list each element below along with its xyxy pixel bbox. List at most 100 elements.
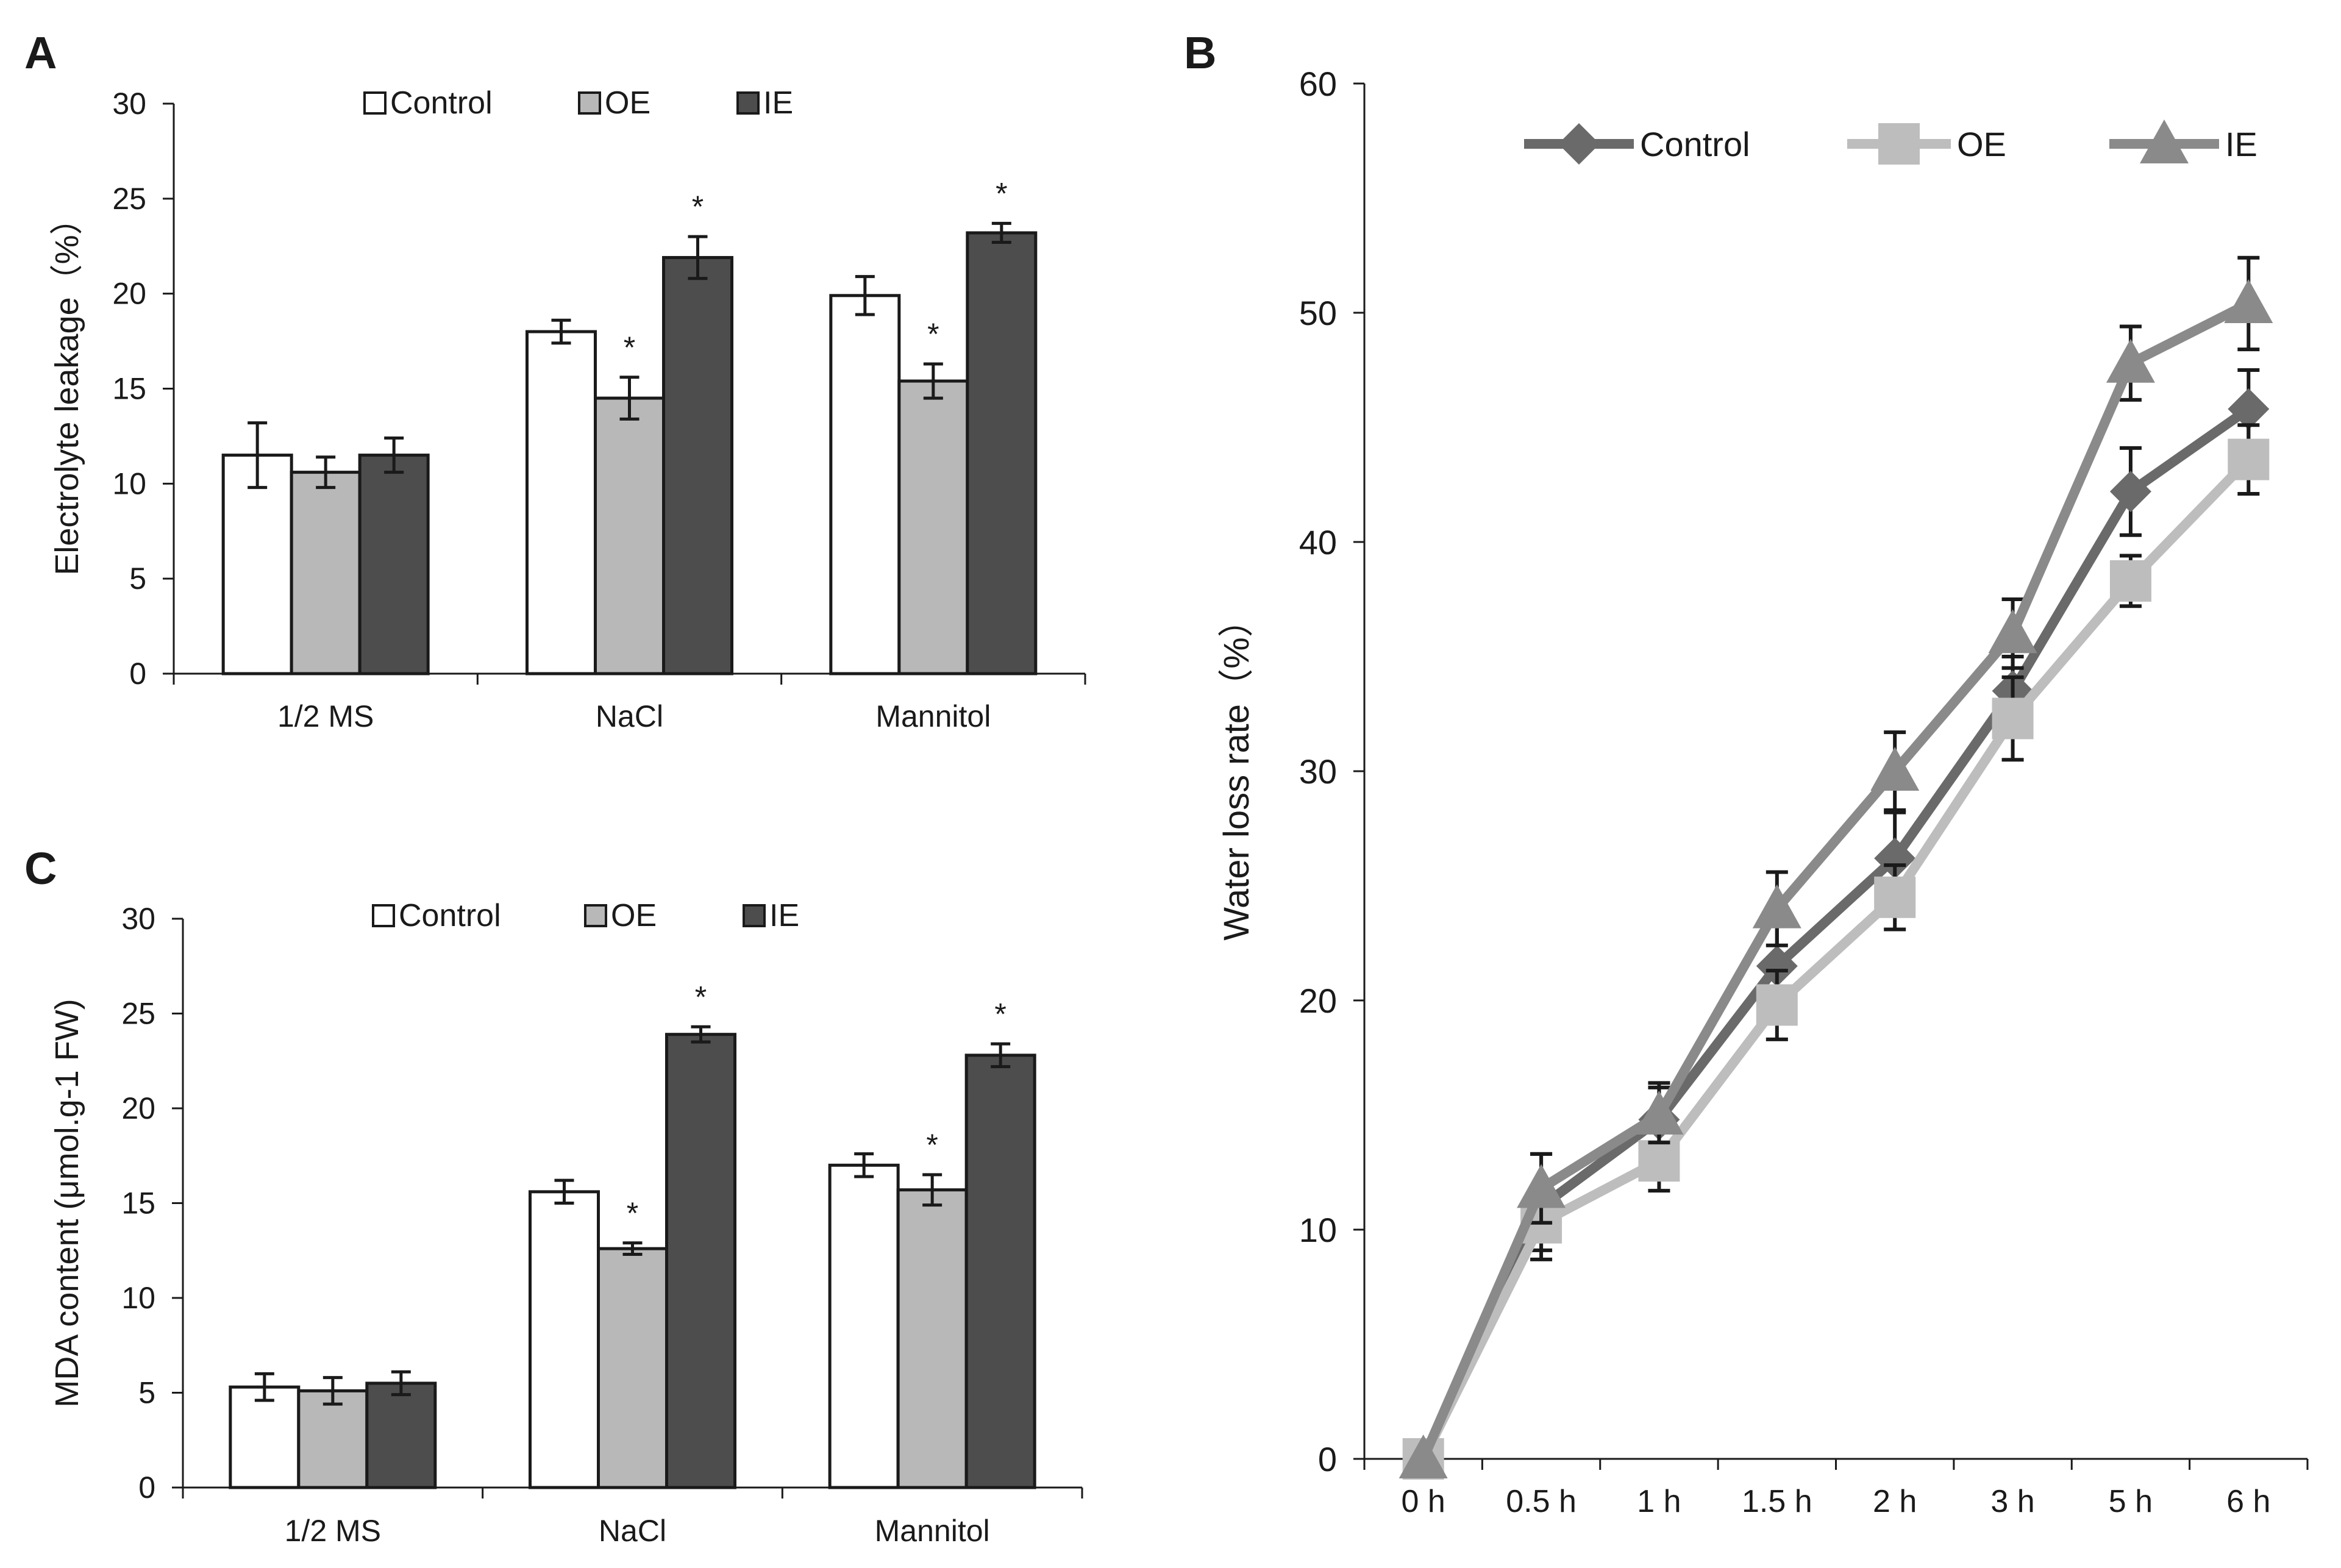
legend-swatch-oe	[578, 91, 601, 115]
panel-label: A	[24, 27, 57, 78]
x-tick-label: 0 h	[1402, 1484, 1445, 1519]
y-tick-label: 20	[112, 277, 146, 311]
bar-oe	[897, 379, 969, 675]
bar-control	[526, 330, 597, 675]
significance-marker: *	[627, 1196, 638, 1230]
y-tick-label: 15	[121, 1186, 155, 1221]
bar-oe	[594, 396, 665, 675]
legend-label-oe: OE	[1957, 125, 2006, 163]
bar-control	[828, 1163, 900, 1489]
bar-control	[229, 1385, 301, 1489]
bar-control	[829, 294, 901, 675]
point-control	[2109, 471, 2151, 513]
legend-swatch-ie	[736, 91, 760, 115]
y-axis-title: Water loss rate（%）	[1217, 602, 1256, 940]
x-tick-label: 2 h	[1873, 1484, 1917, 1519]
point-ie	[1752, 884, 1801, 928]
legend-label-oe: OE	[605, 85, 650, 121]
bar-ie	[358, 454, 430, 675]
x-tick-label: 6 h	[2226, 1484, 2270, 1519]
x-tick-label: 0.5 h	[1506, 1484, 1577, 1519]
y-axis-title: Electrolyte leakage（%）	[49, 202, 85, 575]
panel-b: B 0 10 20 30 40 50 60 Water loss rate（%） 0 h 0.5 h…	[1184, 27, 2309, 1519]
significance-marker: *	[927, 317, 939, 351]
x-tick-label: 5 h	[2109, 1484, 2153, 1519]
y-tick-label: 0	[138, 1470, 155, 1505]
x-tick-label: 1.5 h	[1742, 1484, 1812, 1519]
x-tick-label: 1/2 MS	[285, 1514, 381, 1548]
point-ie	[1988, 609, 2037, 654]
significance-marker: *	[996, 176, 1007, 210]
line-oe	[1419, 456, 2253, 1461]
y-tick-label: 30	[1299, 752, 1337, 791]
legend-label-control: Control	[399, 898, 501, 933]
significance-marker: *	[994, 997, 1006, 1031]
point-oe	[1874, 876, 1916, 918]
legend-label-ie: IE	[769, 898, 799, 933]
legend-label-control: Control	[390, 85, 493, 121]
point-oe	[2228, 438, 2270, 480]
y-axis-title: MDA content (μmol.g-1 FW)	[49, 999, 85, 1407]
legend-swatch-control	[363, 91, 387, 115]
bar-ie	[964, 1053, 1036, 1489]
point-ie	[1517, 1164, 1566, 1208]
bar-oe	[597, 1247, 668, 1489]
line-control	[1419, 405, 2251, 1461]
bar-control	[529, 1190, 600, 1489]
point-control	[1756, 945, 1798, 987]
x-tick-label: NaCl	[599, 1514, 666, 1548]
significance-marker: *	[926, 1128, 938, 1162]
bar-ie	[665, 1033, 736, 1489]
point-ie	[1399, 1434, 1448, 1478]
point-ie	[2106, 338, 2155, 383]
bar-oe	[290, 471, 362, 675]
y-tick-label: 0	[129, 657, 146, 691]
x-tick-label: Mannitol	[875, 1514, 990, 1548]
x-tick-label: 3 h	[1990, 1484, 2034, 1519]
y-tick-label: 10	[121, 1281, 155, 1315]
legend-swatch-oe	[584, 904, 607, 927]
point-ie	[1870, 747, 1920, 791]
x-tick-label: Mannitol	[875, 699, 991, 733]
legend-label-ie: IE	[763, 85, 793, 121]
y-tick-label: 15	[112, 372, 146, 406]
legend-marker-control	[1558, 123, 1600, 165]
series-ie	[1399, 255, 2273, 1478]
legend-swatch-control	[372, 904, 395, 927]
y-tick-label: 20	[121, 1091, 155, 1125]
y-tick-label: 25	[112, 182, 146, 216]
y-tick-label: 40	[1299, 523, 1337, 561]
panel-c: C 0 5 10 15 20 25 30 MDA content (μmol.g-1 FW) 1/…	[24, 843, 1083, 1548]
legend-label-control: Control	[1640, 125, 1750, 163]
x-tick-label: NaCl	[596, 699, 663, 733]
y-tick-label: 60	[1299, 65, 1337, 103]
bar-ie	[662, 255, 733, 675]
x-tick-label: 1 h	[1637, 1484, 1681, 1519]
bar-ie	[365, 1381, 437, 1489]
point-control	[2228, 388, 2270, 430]
legend-label-oe: OE	[611, 898, 657, 933]
point-oe	[2109, 560, 2151, 602]
y-tick-label: 0	[1318, 1440, 1337, 1478]
point-control	[1874, 837, 1916, 879]
y-tick-label: 25	[121, 997, 155, 1031]
point-oe	[1756, 984, 1798, 1026]
significance-marker: *	[692, 190, 704, 224]
panel-a: A 0 5 10 15 20 25 30 Electrolyte leakage（%） 1/2 M…	[24, 27, 1086, 733]
significance-marker: *	[695, 980, 707, 1014]
significance-marker: *	[624, 330, 635, 365]
panel-label: C	[24, 843, 57, 894]
series-oe	[1402, 423, 2270, 1480]
y-tick-label: 20	[1299, 982, 1337, 1020]
line-ie	[1419, 299, 2251, 1461]
y-tick-label: 30	[121, 902, 155, 936]
point-oe	[1992, 697, 2034, 739]
series-control	[1402, 368, 2270, 1480]
y-tick-label: 5	[138, 1376, 155, 1410]
y-tick-label: 10	[1299, 1211, 1337, 1249]
point-oe	[1638, 1140, 1680, 1182]
bar-ie	[966, 231, 1038, 675]
legend-label-ie: IE	[2225, 125, 2257, 163]
legend-swatch-ie	[743, 904, 766, 927]
